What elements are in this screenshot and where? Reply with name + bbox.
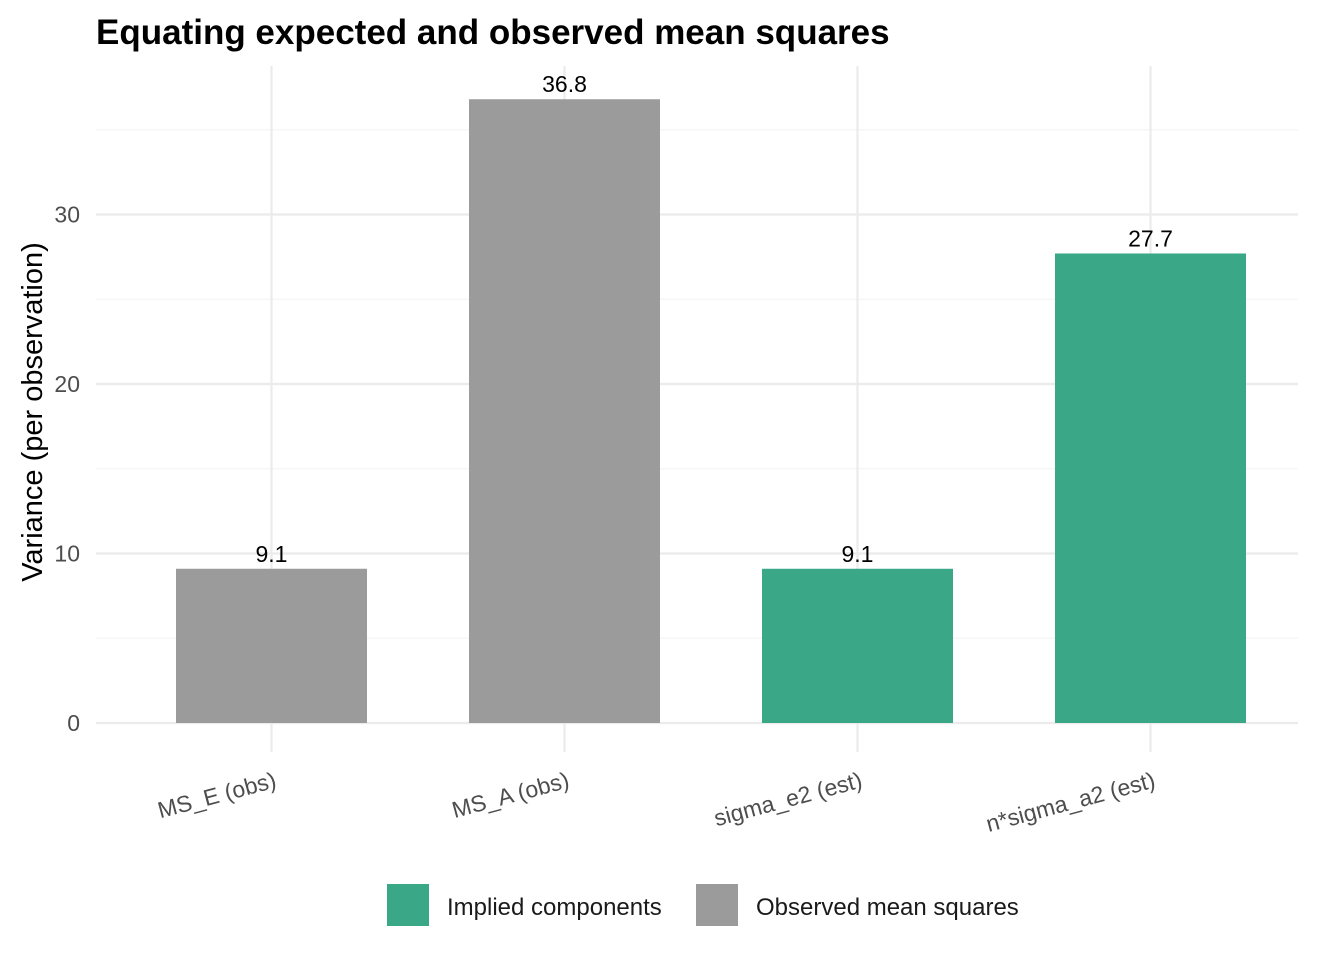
- y-tick-label: 10: [54, 541, 80, 567]
- x-tick-label: sigma_e2 (est): [711, 767, 865, 831]
- data-labels: 9.1 36.8 9.1 27.7: [256, 71, 1173, 567]
- legend-label: Observed mean squares: [756, 894, 1019, 921]
- data-label: 9.1: [256, 541, 288, 567]
- bar: [176, 568, 367, 723]
- data-label: 9.1: [842, 541, 874, 567]
- legend-key: [387, 884, 429, 926]
- chart-title: Equating expected and observed mean squa…: [96, 13, 890, 52]
- bar: [762, 568, 953, 723]
- bar: [469, 99, 660, 724]
- legend-key: [696, 884, 738, 926]
- x-axis-ticks: MS_E (obs) MS_A (obs) sigma_e2 (est) n*sigm…: [155, 767, 1158, 837]
- y-tick-label: 20: [54, 371, 80, 397]
- x-tick-label: n*sigma_a2 (est): [983, 767, 1158, 837]
- data-label: 27.7: [1128, 225, 1173, 251]
- legend: Implied components Observed mean squares: [387, 884, 1019, 926]
- y-axis-ticks: 0 10 20 30: [54, 202, 80, 737]
- legend-label: Implied components: [447, 894, 662, 921]
- x-tick-label: MS_A (obs): [449, 767, 572, 823]
- bars: [176, 99, 1246, 724]
- bar: [1055, 253, 1246, 724]
- y-tick-label: 0: [67, 710, 80, 736]
- data-label: 36.8: [542, 71, 587, 97]
- x-tick-label: MS_E (obs): [155, 767, 279, 824]
- y-tick-label: 30: [54, 202, 80, 228]
- y-axis-title: Variance (per observation): [17, 242, 49, 582]
